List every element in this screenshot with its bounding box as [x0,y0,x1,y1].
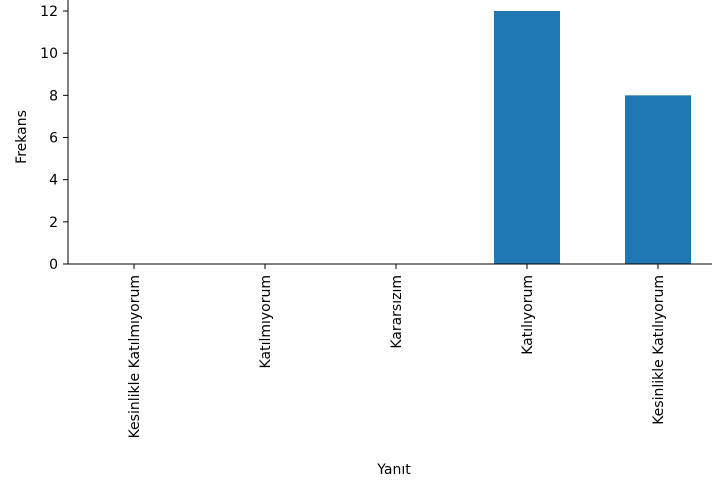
y-tick-label: 4 [49,173,58,189]
x-tick-label: Kesinlikle Katılıyorum [651,275,667,425]
y-tick-label: 12 [40,4,58,20]
x-axis-label: Yanıt [376,462,411,478]
bar [494,11,560,264]
y-tick-label: 10 [40,46,58,62]
y-axis-label: Frekans [14,110,30,164]
x-ticks-group: Kesinlikle Katılmıyorum Katılmıyorum Karar… [127,264,667,438]
x-tick-label: Kesinlikle Katılmıyorum [127,275,143,438]
y-tick-label: 0 [49,257,58,273]
x-tick-label: Kararsızım [389,275,405,349]
y-ticks-group: 0 2 4 6 8 10 12 [40,4,68,273]
bar [625,95,691,264]
x-tick-label: Katılmıyorum [258,275,274,368]
y-tick-label: 2 [49,215,58,231]
y-tick-label: 8 [49,88,58,104]
bars-group [494,11,691,264]
x-tick-label: Katılıyorum [520,275,536,355]
y-tick-label: 6 [49,131,58,147]
